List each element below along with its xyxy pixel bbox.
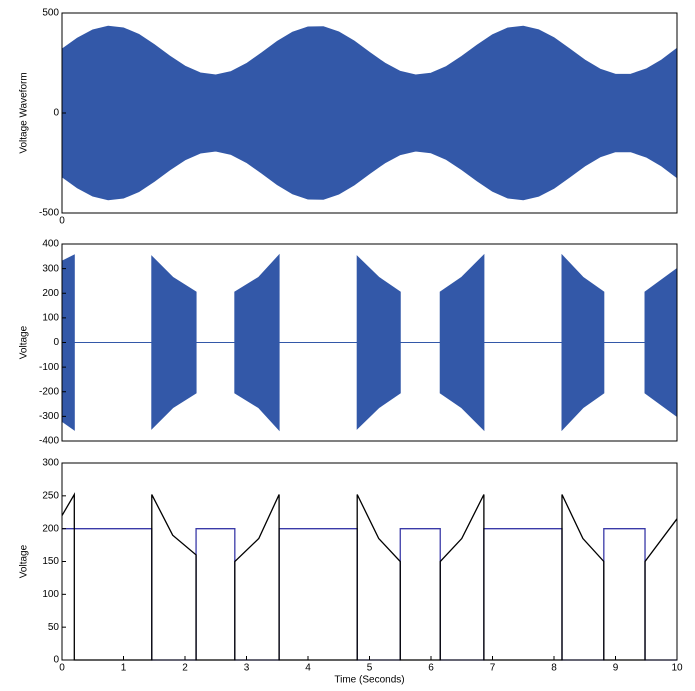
- y-tick-label: 0: [53, 655, 59, 666]
- x-tick-label: 4: [305, 663, 311, 674]
- x-tick-label: 0: [59, 663, 65, 674]
- x-tick-label: 2: [182, 663, 188, 674]
- y-tick-label: 0: [53, 108, 59, 119]
- y-axis-label: Voltage: [19, 325, 30, 359]
- plot-frame: [61, 462, 678, 661]
- x-tick-label: 8: [551, 663, 557, 674]
- voltage-line: [62, 528, 677, 661]
- y-tick-label: -300: [39, 411, 59, 422]
- x-tick-label: 9: [613, 663, 619, 674]
- y-tick-label: -100: [39, 362, 59, 373]
- y-tick-label: 400: [42, 239, 59, 250]
- y-tick-label: 100: [42, 589, 59, 600]
- waveform-envelope: [61, 25, 678, 201]
- x-tick-label: 6: [428, 663, 434, 674]
- y-tick-label: 200: [42, 288, 59, 299]
- x-tick-label: 3: [244, 663, 250, 674]
- y-tick-label: 200: [42, 523, 59, 534]
- voltage-line: [61, 492, 678, 661]
- y-axis-label: Voltage Waveform: [19, 72, 30, 153]
- y-tick-label: 300: [42, 263, 59, 274]
- y-tick-label: 300: [42, 458, 59, 469]
- y-tick-label: 100: [42, 313, 59, 324]
- y-tick-label: 150: [42, 556, 59, 567]
- y-tick-label: -500: [39, 208, 59, 219]
- y-tick-label: 0: [53, 337, 59, 348]
- y-tick-label: 50: [48, 622, 60, 633]
- waveform-envelope: [61, 253, 678, 432]
- y-tick-label: -200: [39, 386, 59, 397]
- y-tick-label: 250: [42, 490, 59, 501]
- y-axis-label: Voltage: [19, 544, 30, 578]
- x-tick-label: 7: [490, 663, 496, 674]
- x-tick-label: 10: [671, 663, 683, 674]
- y-tick-label: -400: [39, 436, 59, 447]
- y-tick-label: 500: [42, 8, 59, 19]
- x-tick-label: 0: [59, 216, 65, 227]
- x-tick-label: 5: [367, 663, 373, 674]
- x-tick-label: 1: [121, 663, 127, 674]
- x-axis-label: Time (Seconds): [334, 675, 404, 686]
